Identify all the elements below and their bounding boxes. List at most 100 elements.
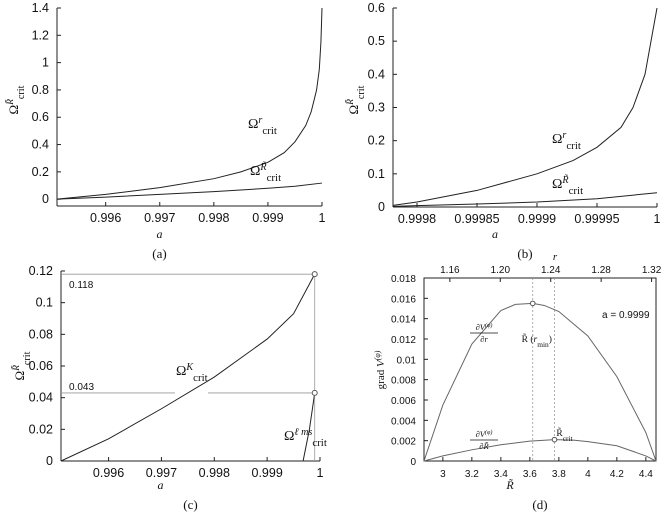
series-label-2: ΩR̃crit bbox=[552, 173, 583, 197]
panel-b: 0.9998 0.99985 0.9999 0.99995 1 0 0.1 0.2 0.3 0.4… bbox=[343, 1, 660, 261]
x-tick-label: 1 bbox=[654, 212, 661, 226]
panel-a: 0.996 0.997 0.998 0.999 1 0 0.2 0.4 0.6 0.8 1 1.2 1.… bbox=[3, 1, 325, 261]
series-label-2: Ωℓ mscrit bbox=[284, 427, 327, 450]
x-tick-label: 0.9998 bbox=[398, 212, 436, 226]
x-tick-label: 0.996 bbox=[93, 466, 124, 480]
y-tick-label: 0.008 bbox=[391, 376, 416, 387]
legend-note: a = 0.9999 bbox=[602, 310, 650, 321]
x-axis-label: a bbox=[158, 478, 164, 492]
series-label-1: Ωrcrit bbox=[248, 115, 277, 138]
x2-tick-label: 1.24 bbox=[541, 265, 561, 276]
y-tick-label: 0.2 bbox=[368, 134, 385, 148]
y-tick-label: 0.8 bbox=[32, 83, 49, 97]
y-tick-label: 0.012 bbox=[391, 335, 416, 346]
x2-tick-label: 1.28 bbox=[591, 265, 611, 276]
y-axis-label: ΩR̃crit bbox=[9, 351, 32, 380]
x-tick-label: 3.2 bbox=[465, 469, 479, 480]
x-tick-label: 1 bbox=[317, 466, 324, 480]
series-label-1-den: ∂r bbox=[480, 334, 488, 344]
series-label-1-num: ∂V(φ) bbox=[476, 322, 493, 332]
y-tick-label: 0.006 bbox=[391, 396, 416, 407]
x-tick-label: 0.999 bbox=[252, 466, 283, 480]
y-tick-label: 0 bbox=[410, 457, 416, 468]
series-line-1 bbox=[423, 302, 657, 462]
x-tick-label: 3.8 bbox=[552, 469, 566, 480]
y-tick-label: 0.04 bbox=[29, 391, 53, 405]
data-point-marker bbox=[551, 436, 558, 443]
x2-tick-label: 1.16 bbox=[440, 265, 460, 276]
panel-c: 0.996 0.997 0.998 0.999 1 0 0.02 0.04 0.06 0.08 0.… bbox=[9, 264, 326, 512]
series-line-1 bbox=[60, 273, 316, 462]
x-axis-label: R̃ bbox=[505, 478, 514, 492]
y-tick-label: 0 bbox=[46, 454, 53, 468]
y-tick-label: 0.018 bbox=[391, 274, 416, 285]
x-tick-label: 0.998 bbox=[198, 211, 229, 225]
y-tick-label: 0.01 bbox=[397, 355, 417, 366]
series-label-2: ΩR̃crit bbox=[250, 160, 281, 184]
y-tick-label: 0.02 bbox=[29, 422, 53, 436]
y-tick-label: 0.08 bbox=[29, 327, 53, 341]
x-tick-label: 4 bbox=[585, 469, 591, 480]
x-tick-label: 0.9999 bbox=[518, 212, 556, 226]
data-point-marker bbox=[311, 271, 318, 278]
y-tick-label: 1.2 bbox=[32, 28, 49, 42]
panel-caption: (c) bbox=[183, 497, 197, 512]
y-tick-label: 0.12 bbox=[29, 264, 53, 278]
y-tick-label: 1 bbox=[42, 56, 49, 70]
series-label-1: Ωrcrit bbox=[552, 130, 581, 153]
x2-tick-label: 1.32 bbox=[642, 265, 662, 276]
x-tick-label: 3 bbox=[440, 469, 446, 480]
annotation-value: 0.118 bbox=[69, 280, 94, 291]
data-point-marker bbox=[311, 389, 318, 396]
series-line-2 bbox=[423, 439, 657, 462]
y-tick-label: 0.1 bbox=[36, 296, 53, 310]
y-tick-label: 0.3 bbox=[368, 101, 385, 115]
x-tick-label: 4.2 bbox=[610, 469, 624, 480]
annotation-value: 0.043 bbox=[69, 382, 94, 393]
series-line-2 bbox=[302, 392, 316, 462]
x-tick-label: 0.997 bbox=[146, 466, 177, 480]
annotation-label: R̃crit bbox=[556, 426, 573, 442]
x2-axis-label: r bbox=[553, 251, 558, 263]
y-tick-label: 0.004 bbox=[391, 416, 416, 427]
series-line-2 bbox=[392, 192, 658, 207]
y-tick-label: 0.6 bbox=[32, 110, 49, 124]
x-tick-label: 0.999 bbox=[252, 211, 283, 225]
y-tick-label: 0.002 bbox=[391, 437, 416, 448]
x-tick-label: 0.998 bbox=[199, 466, 230, 480]
x-tick-label: 4.4 bbox=[639, 469, 653, 480]
x2-tick-label: 1.20 bbox=[491, 265, 511, 276]
y-tick-label: 0.014 bbox=[391, 315, 416, 326]
data-point-marker bbox=[529, 300, 536, 307]
y-axis-label: grad V(φ) bbox=[373, 350, 388, 389]
series-label-2-num: ∂V(φ) bbox=[476, 429, 493, 439]
x-tick-label: 0.997 bbox=[144, 211, 175, 225]
y-tick-label: 0.6 bbox=[368, 1, 385, 15]
series-line-1 bbox=[392, 7, 658, 206]
y-tick-label: 0.1 bbox=[368, 167, 385, 181]
plot-frame bbox=[423, 277, 657, 462]
series-label-1: ΩKcrit bbox=[176, 362, 208, 385]
panel-caption: (b) bbox=[517, 246, 532, 261]
x-axis-label: a bbox=[492, 227, 498, 241]
y-axis-label: ΩR̃crit bbox=[3, 85, 26, 114]
y-tick-label: 0.5 bbox=[368, 34, 385, 48]
x-tick-label: 3.4 bbox=[494, 469, 508, 480]
panel-d: 3 3.2 3.4 3.6 3.8 4 4.2 4.4 0 0.002 0.004 0.006 0.00… bbox=[373, 251, 662, 512]
x-tick-label: 0.99995 bbox=[574, 212, 619, 226]
panel-caption: (d) bbox=[532, 497, 547, 512]
y-tick-label: 0.2 bbox=[32, 165, 49, 179]
y-tick-label: 0.4 bbox=[368, 67, 385, 81]
x-tick-label: 3.6 bbox=[523, 469, 537, 480]
y-axis-label: ΩR̃crit bbox=[343, 85, 366, 114]
x-tick-label: 0.99985 bbox=[454, 212, 499, 226]
panel-caption: (a) bbox=[152, 246, 166, 261]
series-line-2 bbox=[56, 182, 323, 200]
series-line-1 bbox=[56, 7, 323, 200]
y-tick-label: 0.4 bbox=[32, 138, 49, 152]
y-tick-label: 0.06 bbox=[29, 359, 53, 373]
x-tick-label: 0.996 bbox=[90, 211, 121, 225]
y-tick-label: 0 bbox=[378, 200, 385, 214]
x-tick-label: 1 bbox=[319, 211, 326, 225]
